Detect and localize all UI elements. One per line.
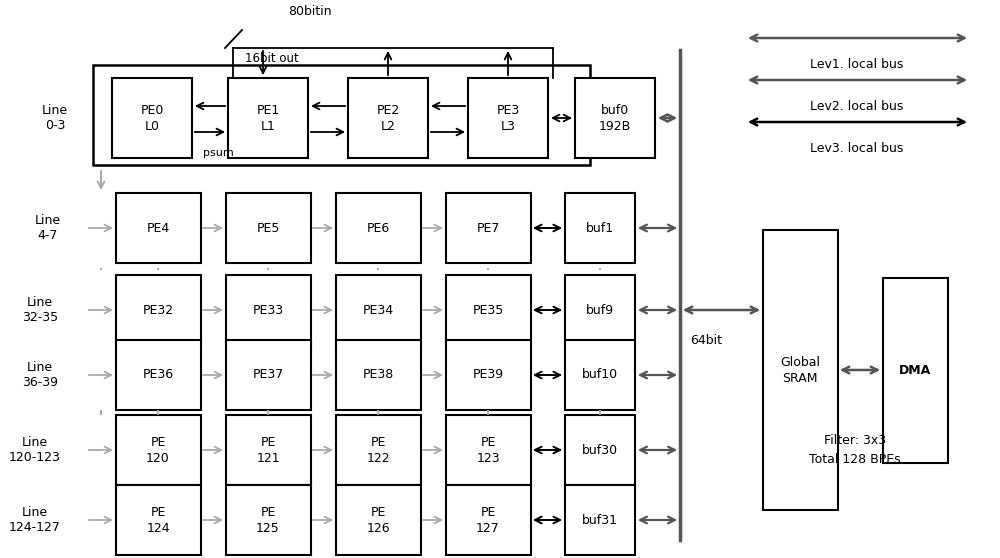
Bar [565, 485, 635, 555]
Bar [446, 275, 530, 345]
Text: 64bit: 64bit [690, 334, 722, 347]
Bar [446, 485, 530, 555]
Bar [446, 193, 530, 263]
Text: Lev2. local bus: Lev2. local bus [810, 100, 904, 113]
Bar [116, 340, 200, 410]
Bar [763, 230, 838, 510]
Bar [336, 340, 420, 410]
Text: DMA: DMA [899, 363, 931, 377]
Text: Line
0-3: Line 0-3 [42, 104, 68, 132]
Text: Line
4-7: Line 4-7 [35, 214, 61, 242]
Text: 16bit out: 16bit out [245, 52, 299, 65]
Text: buf10: buf10 [582, 368, 618, 382]
Bar [446, 340, 530, 410]
Bar [565, 415, 635, 485]
Text: PE3
L3: PE3 L3 [496, 103, 520, 132]
Text: PE32: PE32 [142, 304, 174, 316]
Text: Global
SRAM: Global SRAM [780, 355, 820, 384]
Bar [116, 415, 200, 485]
Text: PE4: PE4 [146, 222, 170, 234]
Text: buf0
192B: buf0 192B [599, 103, 631, 132]
Text: 80bitin: 80bitin [288, 5, 332, 18]
Text: PE
122: PE 122 [366, 435, 390, 464]
Text: PE5: PE5 [256, 222, 280, 234]
Bar [883, 277, 948, 463]
Text: psum: psum [203, 148, 233, 158]
Text: Lev3. local bus: Lev3. local bus [810, 142, 904, 155]
Text: PE0
L0: PE0 L0 [140, 103, 164, 132]
Bar [565, 275, 635, 345]
Text: Filter: 3x3
Total 128 BPEs: Filter: 3x3 Total 128 BPEs [809, 434, 901, 466]
Text: Line
36-39: Line 36-39 [22, 361, 58, 389]
Text: Line
124-127: Line 124-127 [9, 506, 61, 534]
Bar [575, 78, 655, 158]
Bar [226, 275, 310, 345]
Bar [565, 193, 635, 263]
Bar [228, 78, 308, 158]
Text: PE35: PE35 [472, 304, 504, 316]
Bar [116, 485, 200, 555]
Text: PE6: PE6 [366, 222, 390, 234]
Text: PE33: PE33 [252, 304, 284, 316]
Bar [112, 78, 192, 158]
Bar [226, 340, 310, 410]
Bar [348, 78, 428, 158]
Text: PE
120: PE 120 [146, 435, 170, 464]
Bar [336, 275, 420, 345]
Bar [116, 193, 200, 263]
Text: PE
124: PE 124 [146, 506, 170, 535]
Bar [565, 340, 635, 410]
Text: Lev1. local bus: Lev1. local bus [810, 58, 904, 71]
Text: PE
126: PE 126 [366, 506, 390, 535]
Bar [336, 415, 420, 485]
Text: PE1
L1: PE1 L1 [256, 103, 280, 132]
Bar [468, 78, 548, 158]
Bar [226, 485, 310, 555]
Text: PE34: PE34 [362, 304, 394, 316]
Text: buf31: buf31 [582, 513, 618, 527]
Text: PE36: PE36 [142, 368, 174, 382]
Text: buf1: buf1 [586, 222, 614, 234]
Text: PE39: PE39 [472, 368, 504, 382]
Text: Line
120-123: Line 120-123 [9, 436, 61, 464]
Text: PE37: PE37 [252, 368, 284, 382]
Text: buf30: buf30 [582, 444, 618, 456]
Text: PE
125: PE 125 [256, 506, 280, 535]
Bar [226, 415, 310, 485]
Bar [226, 193, 310, 263]
Text: Line
32-35: Line 32-35 [22, 296, 58, 324]
Text: PE
123: PE 123 [476, 435, 500, 464]
Text: PE7: PE7 [476, 222, 500, 234]
Text: buf9: buf9 [586, 304, 614, 316]
Bar [336, 193, 420, 263]
Text: PE2
L2: PE2 L2 [376, 103, 400, 132]
Bar [446, 415, 530, 485]
Text: PE38: PE38 [362, 368, 394, 382]
Text: PE
127: PE 127 [476, 506, 500, 535]
Text: PE
121: PE 121 [256, 435, 280, 464]
Bar [116, 275, 200, 345]
Bar [93, 65, 590, 165]
Bar [336, 485, 420, 555]
